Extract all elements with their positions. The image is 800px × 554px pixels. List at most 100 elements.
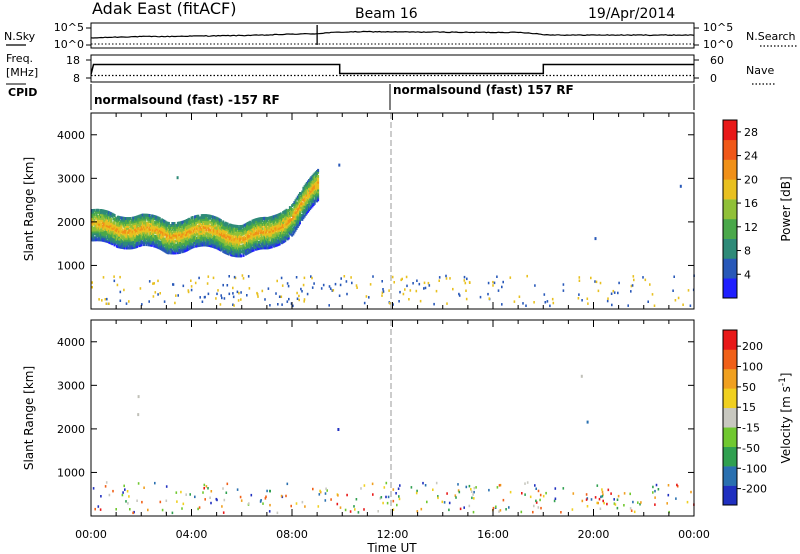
- power-cell: [266, 240, 269, 244]
- power-cell: [110, 229, 113, 233]
- power-cell: [106, 234, 109, 238]
- power-cell: [233, 246, 236, 250]
- power-cell: [235, 226, 238, 230]
- power-cell: [104, 210, 107, 213]
- power-cell: [244, 223, 247, 227]
- power-cell: [207, 234, 210, 237]
- power-cell: [268, 224, 271, 228]
- power-cell: [148, 237, 151, 241]
- power-cell: [130, 238, 133, 242]
- power-cell: [312, 189, 315, 193]
- power-cell: [135, 221, 138, 225]
- power-cell: [231, 230, 234, 233]
- power-cell: [170, 247, 173, 251]
- power-cell: [276, 231, 279, 235]
- power-cell: [162, 221, 165, 225]
- power-cell: [279, 212, 282, 216]
- power-cell: [111, 236, 114, 240]
- power-cell: [338, 294, 341, 297]
- power-cell: [113, 225, 116, 229]
- power-cell: [169, 235, 171, 239]
- power-cell: [197, 242, 200, 246]
- power-cell: [308, 179, 311, 182]
- power-cell: [291, 212, 294, 215]
- power-cell: [187, 247, 190, 251]
- power-cell: [305, 201, 308, 205]
- power-cell: [110, 214, 113, 218]
- power-cell: [245, 230, 248, 234]
- power-cell: [181, 230, 184, 234]
- power-cell: [313, 178, 316, 182]
- power-cell: [312, 191, 315, 195]
- power-cell: [299, 221, 301, 225]
- power-cell: [208, 214, 211, 218]
- power-cell: [166, 241, 169, 245]
- power-cell: [113, 233, 116, 237]
- power-cell: [286, 211, 289, 215]
- power-cell: [299, 195, 301, 199]
- power-cell: [167, 231, 170, 235]
- power-cell: [293, 230, 296, 234]
- power-cell: [198, 216, 201, 220]
- power-cell: [150, 222, 153, 226]
- power-cell: [180, 242, 183, 246]
- power-cell: [109, 235, 112, 239]
- power-cell: [101, 236, 104, 240]
- power-cell: [405, 275, 408, 279]
- power-cell: [156, 237, 159, 241]
- power-cell: [267, 234, 270, 238]
- power-cell: [226, 244, 229, 248]
- power-cell: [297, 211, 300, 215]
- velocity-cell: [171, 511, 174, 515]
- velocity-colorbar-cells: [723, 330, 737, 506]
- power-cell: [113, 279, 116, 283]
- power-cell: [91, 224, 93, 228]
- power-cell: [240, 227, 243, 230]
- power-cell: [103, 231, 106, 235]
- power-cell: [172, 237, 175, 241]
- power-cell: [311, 188, 314, 192]
- power-cell: [227, 242, 230, 246]
- power-cell: [633, 278, 635, 282]
- power-cell: [222, 232, 225, 236]
- power-cell: [282, 228, 285, 232]
- power-cell: [212, 225, 214, 229]
- power-cell: [215, 244, 218, 248]
- power-cell: [204, 221, 207, 225]
- power-cell: [301, 216, 304, 219]
- power-cell: [293, 222, 296, 226]
- power-cell: [317, 174, 320, 178]
- power-cell: [241, 228, 244, 232]
- velocity-cell: [240, 499, 243, 502]
- power-main-band: [91, 168, 320, 258]
- power-cell: [310, 195, 313, 199]
- power-cell: [226, 234, 229, 238]
- power-cell: [248, 287, 251, 290]
- power-cell: [409, 289, 412, 292]
- power-cell: [93, 226, 96, 230]
- power-cell: [278, 236, 281, 240]
- power-cell: [265, 230, 268, 234]
- power-cell: [277, 233, 280, 237]
- power-cell: [179, 231, 182, 235]
- velocity-cell: [623, 504, 625, 507]
- power-cell: [124, 234, 127, 238]
- velocity-cell: [616, 498, 619, 501]
- power-cell: [271, 235, 274, 239]
- power-cell: [288, 225, 291, 229]
- power-cell: [264, 228, 266, 232]
- power-cell: [264, 240, 266, 244]
- date-title: 19/Apr/2014: [588, 6, 675, 22]
- power-cell: [193, 219, 196, 223]
- power-cell: [141, 227, 144, 231]
- power-cell: [196, 218, 199, 222]
- power-cell: [169, 227, 171, 231]
- power-cell: [190, 226, 193, 230]
- power-cell: [216, 238, 219, 242]
- power-cell: [293, 224, 296, 228]
- power-cell: [224, 237, 227, 241]
- power-cell: [224, 225, 227, 229]
- power-cell: [268, 240, 271, 243]
- power-cell: [303, 200, 306, 204]
- power-cell: [266, 226, 269, 230]
